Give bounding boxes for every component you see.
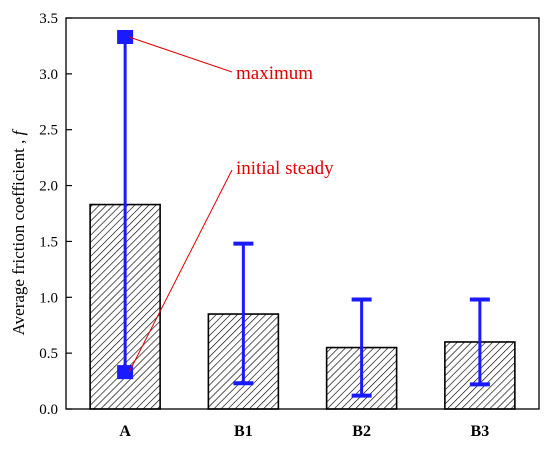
y-tick-label: 2.0: [39, 179, 58, 195]
y-tick-label: 1.5: [39, 234, 58, 250]
annotation-leader-line: [128, 169, 233, 373]
y-tick-label: 1.0: [39, 290, 58, 306]
y-axis: 0.0 0.5 1.0 1.5 2.0 2.5 3.0 3.5: [39, 11, 72, 418]
x-tick-label: B3: [471, 423, 490, 440]
annotation-initial-steady: initial steady: [236, 158, 334, 179]
error-cap-low: [117, 365, 134, 380]
x-tick-label: B2: [352, 423, 371, 440]
annotation-leader-line: [128, 36, 233, 73]
error-cap-high: [117, 29, 134, 44]
y-tick-label: 2.5: [39, 123, 58, 139]
plot-area: [65, 17, 540, 410]
annotations-group: maximum initial steady: [128, 36, 334, 373]
y-tick-label: 0.5: [39, 346, 58, 362]
error-bars-group: [117, 29, 490, 398]
plot-frame: [65, 17, 540, 410]
x-axis-labels: A B1 B2 B3: [119, 423, 489, 440]
y-tick-label: 3.5: [39, 11, 58, 27]
bars-group: [89, 203, 516, 410]
annotation-maximum: maximum: [236, 63, 313, 84]
x-tick-label: B1: [234, 423, 253, 440]
y-tick-label: 0.0: [39, 402, 58, 418]
x-tick-label: A: [119, 423, 131, 440]
y-tick-label: 3.0: [39, 67, 58, 83]
y-axis-label: Average friction coefficient , f: [9, 128, 28, 335]
